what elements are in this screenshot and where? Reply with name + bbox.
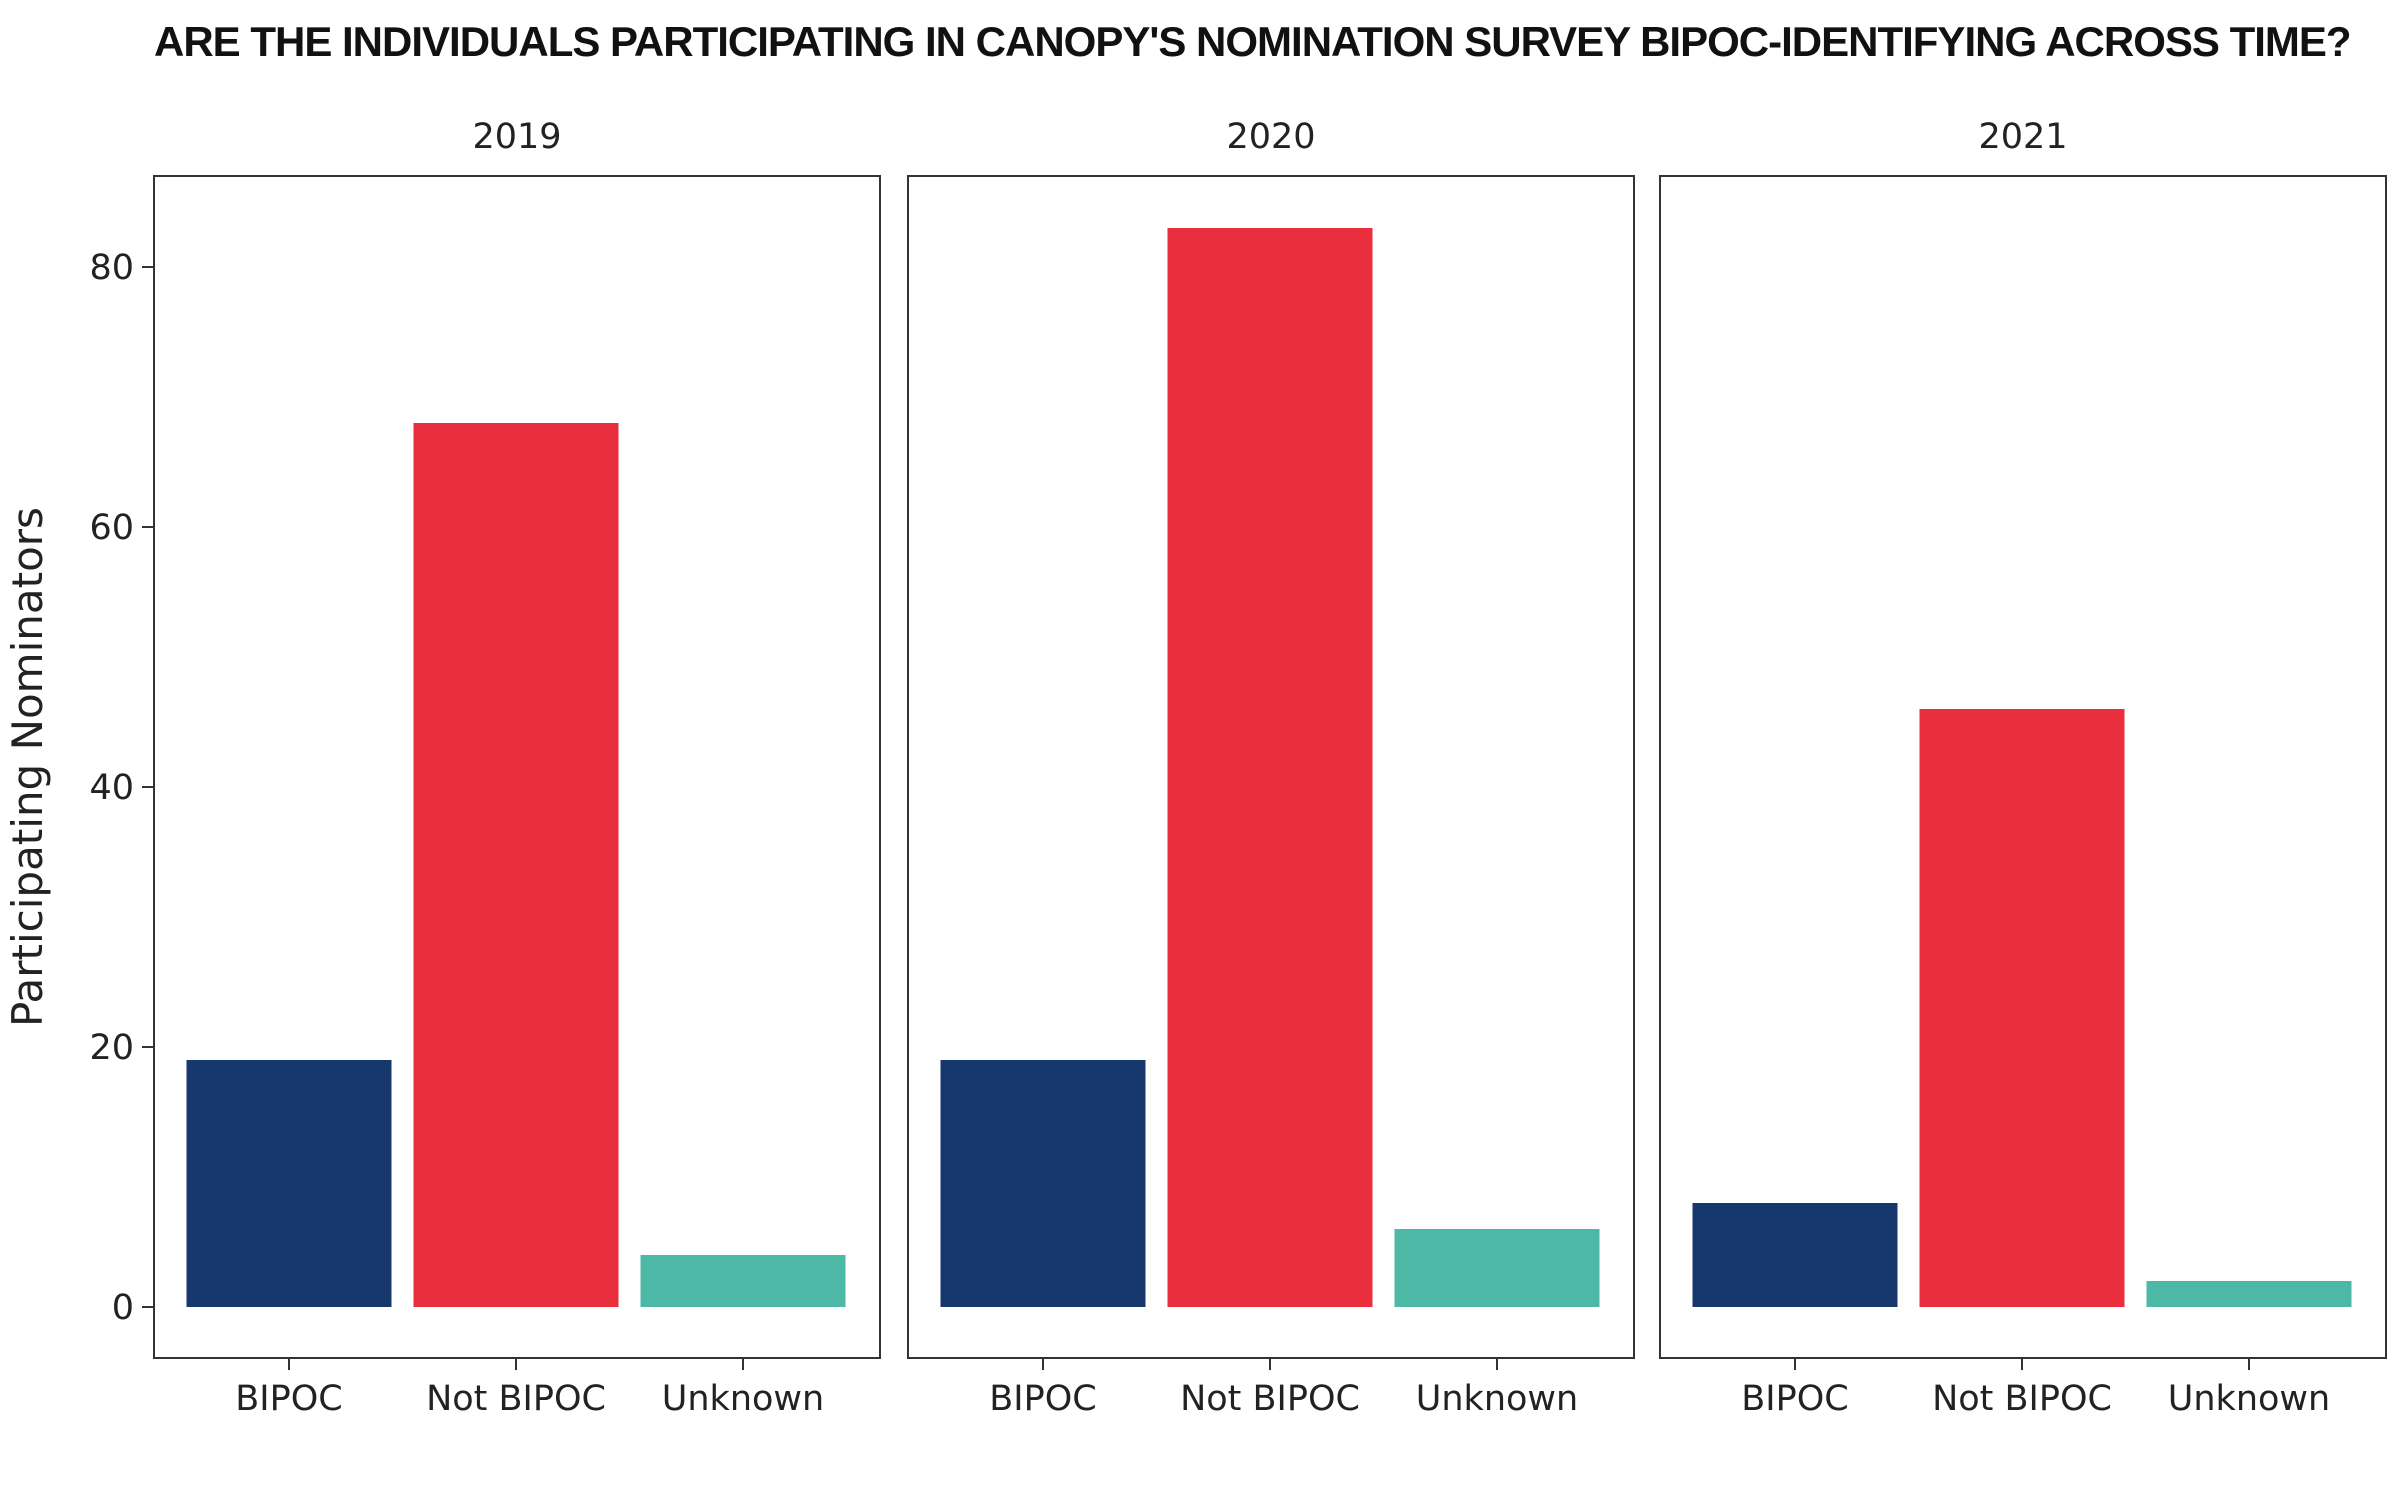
x-tick-label-2019-0: BIPOC [235,1379,342,1419]
y-tick-label-0: 0 [112,1288,134,1328]
bar-2019-bipoc [186,1060,392,1307]
bar-2019-not-bipoc [413,423,619,1307]
panel-frame-2021 [1659,175,2387,1359]
bar-2020-not-bipoc [1167,228,1373,1307]
panel-frame-2019 [153,175,881,1359]
bar-2021-unknown [2146,1281,2352,1307]
chart-title: ARE THE INDIVIDUALS PARTICIPATING IN CAN… [154,18,2352,65]
y-axis-label: Participating Nominators [3,507,52,1027]
bar-2020-unknown [1394,1229,1600,1307]
x-tick-label-2021-2: Unknown [2168,1379,2330,1419]
x-tick-label-2019-2: Unknown [662,1379,824,1419]
x-tick-label-2020-1: Not BIPOC [1180,1379,1360,1419]
x-tick-label-2019-1: Not BIPOC [426,1379,606,1419]
panel-frame-2020 [907,175,1635,1359]
bar-2021-not-bipoc [1919,709,2125,1307]
x-tick-label-2020-2: Unknown [1416,1379,1578,1419]
y-tick-label-20: 20 [89,1028,134,1068]
bar-2019-unknown [640,1255,846,1307]
x-tick-label-2020-0: BIPOC [989,1379,1096,1419]
y-tick-label-40: 40 [89,768,134,808]
facet-label-2021: 2021 [1978,117,2067,157]
facet-label-2019: 2019 [472,117,561,157]
x-tick-label-2021-1: Not BIPOC [1932,1379,2112,1419]
y-tick-label-80: 80 [89,248,134,288]
bar-2020-bipoc [940,1060,1146,1307]
facet-label-2020: 2020 [1226,117,1315,157]
y-tick-label-60: 60 [89,508,134,548]
bar-2021-bipoc [1692,1203,1898,1307]
x-tick-label-2021-0: BIPOC [1741,1379,1848,1419]
